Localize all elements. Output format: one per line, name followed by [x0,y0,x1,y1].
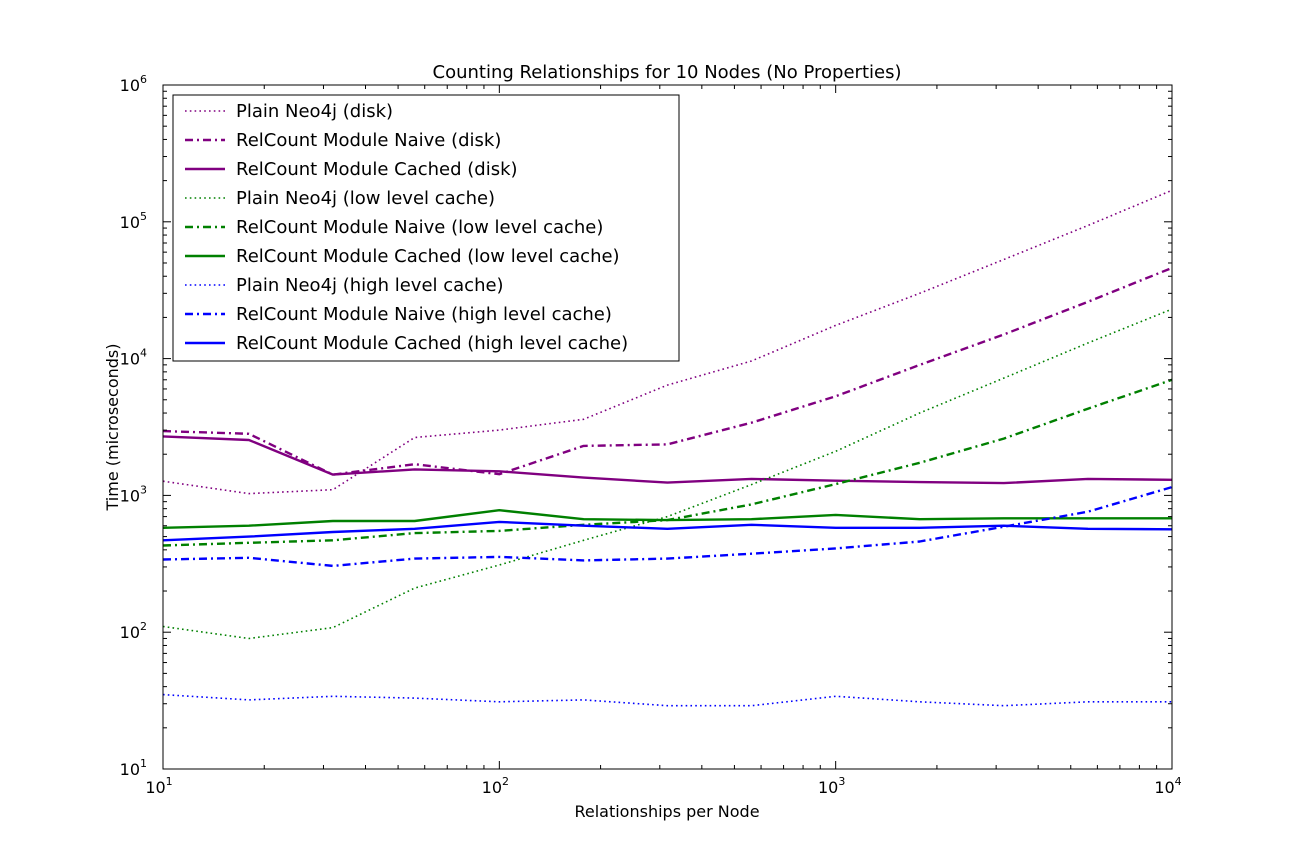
legend-label: Plain Neo4j (high level cache) [236,275,504,296]
series-line-plain-neo4j-high-level-cache [162,693,1172,707]
plot-series [162,189,1173,707]
legend-box [172,94,680,362]
legend-label: RelCount Module Naive (high level cache) [236,304,612,325]
series-line-relcount-module-cached-disk [162,435,1173,485]
x-axis: 101 102 103 104 [145,85,1182,797]
legend-label: Plain Neo4j (disk) [236,101,393,122]
legend-label: RelCount Module Cached (disk) [236,159,518,180]
legend-label: RelCount Module Naive (disk) [236,130,501,151]
legend-label: RelCount Module Cached (high level cache… [236,333,628,354]
legend: Plain Neo4j (disk) RelCount Module Naive … [172,94,680,362]
series-line-relcount-module-cached-high-level-cache [162,520,1173,542]
x-axis-label: Relationships per Node [574,802,759,821]
plot-frame [162,84,1173,770]
series-line-relcount-module-naive-high-level-cache [162,485,1173,568]
series-line-relcount-module-cached-low-level-cache [162,509,1172,529]
series-line-plain-neo4j-disk [162,189,1173,495]
series-line-plain-neo4j-low-level-cache [162,308,1173,640]
y-axis-label: Time (microseconds) [103,344,122,512]
legend-label: Plain Neo4j (low level cache) [236,188,495,209]
legend-label: RelCount Module Naive (low level cache) [236,217,603,238]
legend-label: RelCount Module Cached (low level cache) [236,246,620,267]
chart-title: Counting Relationships for 10 Nodes (No … [433,62,902,83]
